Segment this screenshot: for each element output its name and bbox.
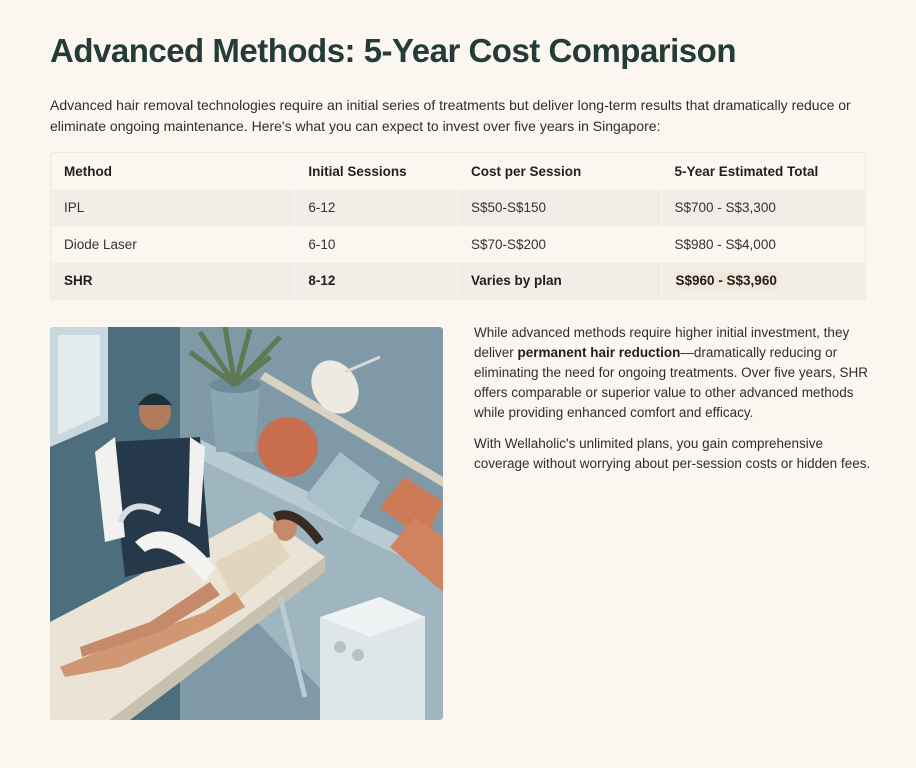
cost-comparison-table: Method Initial Sessions Cost per Session…: [50, 152, 866, 300]
table-row-highlighted: SHR 8-12 Varies by plan S$960 - S$3,960: [51, 262, 866, 300]
header-cost-per-session: Cost per Session: [458, 153, 662, 190]
header-5-year-total: 5-Year Estimated Total: [674, 163, 819, 179]
cell-cost: S$50-S$150: [458, 189, 662, 226]
cell-total: S$980 - S$4,000: [674, 236, 776, 252]
cell-cost: S$70-S$200: [458, 226, 662, 263]
cell-method: IPL: [51, 189, 296, 226]
body-paragraph-2: With Wellaholic's unlimited plans, you g…: [474, 436, 871, 471]
treatment-illustration: [50, 327, 443, 720]
cell-sessions: 6-12: [295, 189, 458, 226]
body-paragraph-1: While advanced methods require higher in…: [474, 323, 874, 423]
header-method: Method: [51, 153, 296, 190]
table-row: IPL 6-12 S$50-S$150 S$700 - S$3,300: [51, 189, 865, 226]
table-header-row: Method Initial Sessions Cost per Session…: [51, 153, 865, 190]
header-initial-sessions: Initial Sessions: [295, 153, 458, 190]
p1-text-end: —dramatically reducing or eliminating th…: [474, 345, 868, 420]
cell-cost: Varies by plan: [458, 262, 662, 299]
cell-method: SHR: [51, 262, 296, 299]
cell-total: S$700 - S$3,300: [674, 200, 776, 216]
treatment-scene-icon: [50, 327, 443, 720]
cell-sessions: 6-10: [295, 226, 458, 263]
page-title: Advanced Methods: 5-Year Cost Comparison: [50, 32, 736, 69]
cell-method: Diode Laser: [51, 226, 296, 263]
p1-text-start: While advanced methods require higher in…: [474, 325, 850, 360]
p1-emphasis: permanent hair reduction: [517, 345, 681, 360]
cell-sessions: 8-12: [295, 262, 458, 299]
cell-total: S$960 - S$3,960: [662, 263, 866, 300]
intro-paragraph: Advanced hair removal technologies requi…: [50, 97, 851, 134]
table-row: Diode Laser 6-10 S$70-S$200 S$980 - S$4,…: [51, 226, 865, 263]
highlighted-total: S$960 - S$3,960: [674, 271, 778, 291]
